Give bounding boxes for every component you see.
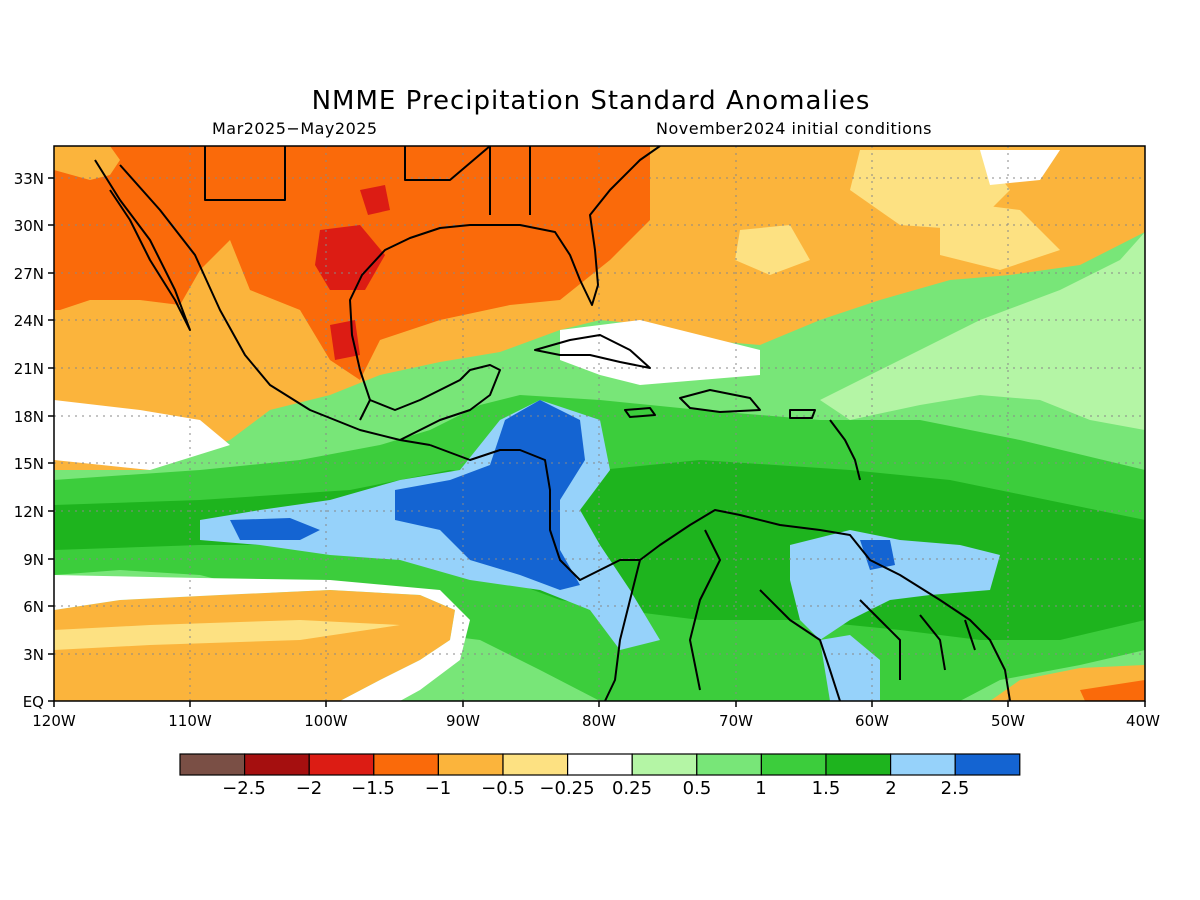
- lon-label: 120W: [32, 712, 76, 730]
- latitude-labels: EQ 3N 6N 9N 12N 15N 18N 21N 24N 27N 30N …: [14, 170, 44, 711]
- colorbar: [179, 753, 1021, 776]
- lat-label: 30N: [14, 217, 44, 235]
- colorbar-label: 1: [755, 778, 766, 799]
- anomaly-field: [54, 146, 1145, 701]
- lon-label: 90W: [446, 712, 480, 730]
- colorbar-label: −1.5: [351, 778, 395, 799]
- forecast-period: Mar2025−May2025: [212, 119, 378, 138]
- colorbar-swatch: [631, 753, 698, 776]
- colorbar-swatch: [437, 753, 504, 776]
- colorbar-swatch: [373, 753, 439, 776]
- colorbar-label: 0.25: [612, 778, 652, 799]
- colorbar-label: 0.5: [683, 778, 712, 799]
- colorbar-swatch: [179, 753, 246, 776]
- colorbar-swatch: [244, 753, 310, 776]
- lat-label: 18N: [14, 408, 44, 426]
- colorbar-swatch: [825, 753, 892, 776]
- lat-label: 9N: [23, 551, 44, 569]
- colorbar-label: 1.5: [812, 778, 841, 799]
- initial-conditions: November2024 initial conditions: [656, 119, 932, 138]
- lon-label: 100W: [304, 712, 348, 730]
- colorbar-swatch: [502, 753, 569, 776]
- lat-label: 12N: [14, 503, 44, 521]
- longitude-labels: 120W 110W 100W 90W 80W 70W 60W 50W 40W: [32, 712, 1160, 730]
- coastlines: [94, 146, 1011, 701]
- lat-label: 24N: [14, 312, 44, 330]
- lon-label: 110W: [168, 712, 212, 730]
- colorbar-label: −0.5: [481, 778, 525, 799]
- lon-label: 50W: [991, 712, 1025, 730]
- colorbar-labels: −2.5 −2 −1.5 −1 −0.5 −0.25 0.25 0.5 1 1.…: [222, 778, 969, 799]
- colorbar-label: −2: [296, 778, 323, 799]
- lat-label: 15N: [14, 455, 44, 473]
- colorbar-label: −1: [425, 778, 452, 799]
- lat-label: 27N: [14, 265, 44, 283]
- colorbar-swatch: [954, 753, 1021, 776]
- colorbar-label: −2.5: [222, 778, 266, 799]
- lat-label: 21N: [14, 360, 44, 378]
- colorbar-swatch: [566, 753, 633, 776]
- lat-label: 3N: [23, 646, 44, 664]
- lat-label: 6N: [23, 598, 44, 616]
- colorbar-label: 2.5: [941, 778, 970, 799]
- lat-label: EQ: [23, 693, 44, 711]
- colorbar-swatch: [889, 753, 956, 776]
- colorbar-label: 2: [885, 778, 896, 799]
- lon-label: 70W: [719, 712, 753, 730]
- colorbar-swatch: [696, 753, 762, 776]
- map-title: NMME Precipitation Standard Anomalies: [311, 86, 871, 116]
- colorbar-swatch: [308, 753, 375, 776]
- lon-label: 80W: [582, 712, 616, 730]
- lon-label: 40W: [1126, 712, 1160, 730]
- colorbar-label: −0.25: [539, 778, 594, 799]
- colorbar-swatch: [760, 753, 827, 776]
- lon-label: 60W: [855, 712, 889, 730]
- lat-label: 33N: [14, 170, 44, 188]
